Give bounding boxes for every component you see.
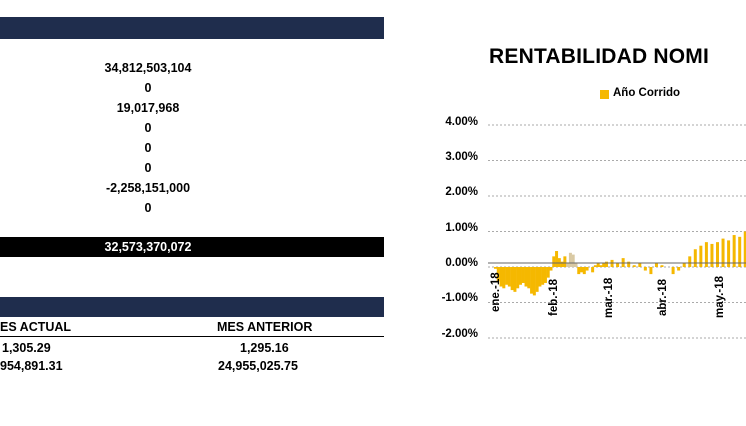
summary-value: 0 bbox=[144, 121, 152, 135]
y-tick-label: 2.00% bbox=[445, 186, 478, 198]
y-tick-label: -2.00% bbox=[441, 328, 478, 340]
x-tick-label: may.-18 bbox=[714, 276, 726, 318]
area-bar bbox=[732, 235, 736, 267]
x-tick-label: mar.-18 bbox=[603, 277, 615, 318]
area-bar bbox=[568, 252, 572, 267]
area-bar bbox=[716, 242, 719, 267]
area-bar bbox=[632, 265, 636, 267]
area-bar bbox=[704, 242, 708, 267]
area-bar bbox=[627, 261, 631, 267]
area-bar bbox=[549, 267, 553, 271]
gridlines bbox=[488, 124, 746, 339]
area-bar bbox=[699, 245, 703, 267]
area-bar bbox=[738, 236, 742, 267]
area-bar bbox=[516, 267, 520, 289]
summary-value: 0 bbox=[144, 81, 152, 95]
area-bar bbox=[688, 256, 692, 267]
header-divider bbox=[0, 336, 384, 337]
area-bar bbox=[574, 263, 578, 267]
area-bar bbox=[532, 267, 536, 296]
area-bar bbox=[513, 267, 517, 292]
legend-swatch bbox=[600, 90, 609, 99]
area-bar bbox=[643, 267, 647, 271]
summary-value: 0 bbox=[144, 141, 152, 155]
area-bar bbox=[494, 267, 497, 269]
area-bar bbox=[660, 265, 664, 267]
area-bar bbox=[682, 263, 686, 267]
y-tick-label: 1.00% bbox=[445, 222, 478, 234]
area-bar bbox=[638, 263, 642, 267]
column-header-current: ES ACTUAL bbox=[0, 320, 72, 334]
area-bar bbox=[582, 267, 586, 275]
total-bar bbox=[0, 237, 384, 257]
unit-table-header-bar bbox=[0, 297, 384, 317]
area-bar bbox=[507, 267, 511, 287]
area-bar bbox=[510, 267, 514, 291]
area-bar bbox=[727, 240, 731, 267]
area-bar bbox=[599, 265, 603, 267]
area-bar bbox=[535, 267, 539, 292]
area-bar bbox=[538, 267, 542, 287]
area-bar bbox=[721, 238, 725, 267]
area-bar bbox=[616, 263, 620, 267]
table-cell: 24,955,025.75 bbox=[218, 359, 298, 373]
area-bar bbox=[593, 265, 597, 267]
total-value: 32,573,370,072 bbox=[104, 240, 192, 254]
chart-plot bbox=[488, 124, 746, 339]
area-bar bbox=[552, 256, 556, 267]
area-bar bbox=[502, 267, 506, 289]
area-bar bbox=[596, 263, 600, 267]
area-bar bbox=[671, 267, 675, 275]
y-tick-label: 0.00% bbox=[445, 257, 478, 269]
area-bar bbox=[649, 267, 653, 275]
area-bar bbox=[693, 249, 697, 267]
summary-value: 0 bbox=[144, 161, 152, 175]
area-bar bbox=[677, 267, 681, 271]
summary-value: 0 bbox=[144, 201, 152, 215]
area-bar bbox=[524, 267, 528, 287]
area-bar bbox=[555, 251, 559, 267]
area-bar bbox=[577, 267, 581, 275]
summary-value: 19,017,968 bbox=[116, 101, 180, 115]
table-cell: 954,891.31 bbox=[0, 359, 63, 373]
area-bar bbox=[710, 243, 714, 267]
area-bar bbox=[580, 267, 584, 273]
summary-value: 34,812,503,104 bbox=[104, 61, 192, 75]
area-bar bbox=[602, 263, 606, 267]
summary-value: -2,258,151,000 bbox=[105, 181, 191, 195]
chart-title: RENTABILIDAD NOMI bbox=[489, 45, 709, 68]
legend-label: Año Corrido bbox=[613, 87, 681, 99]
area-bar bbox=[560, 261, 564, 267]
table-cell: 1,295.16 bbox=[240, 341, 289, 355]
area-bar bbox=[563, 256, 567, 267]
area-bar bbox=[585, 267, 589, 271]
y-tick-label: 4.00% bbox=[445, 116, 478, 128]
area-bar bbox=[571, 254, 575, 267]
area-bar bbox=[521, 267, 525, 283]
x-tick-label: abr.-18 bbox=[657, 278, 669, 316]
x-tick-label: ene.-18 bbox=[490, 272, 502, 312]
table-cell: 1,305.29 bbox=[2, 341, 51, 355]
area-bar bbox=[543, 267, 547, 283]
top-header-bar bbox=[0, 17, 384, 39]
x-tick-label: feb.-18 bbox=[548, 278, 560, 316]
area-bar bbox=[566, 263, 570, 267]
area-bar bbox=[499, 267, 503, 287]
area-bar bbox=[530, 267, 534, 294]
area-bar bbox=[496, 267, 500, 282]
area-bar bbox=[591, 267, 595, 273]
column-header-previous: MES ANTERIOR bbox=[217, 320, 313, 334]
area-bar bbox=[518, 267, 522, 285]
area-bar bbox=[527, 267, 531, 289]
area-bar bbox=[654, 263, 658, 267]
y-tick-label: 3.00% bbox=[445, 151, 478, 163]
area-bar bbox=[743, 231, 746, 267]
area-bar bbox=[541, 267, 545, 285]
area-bar bbox=[605, 261, 608, 267]
y-tick-label: -1.00% bbox=[441, 292, 478, 304]
area-bar bbox=[546, 267, 550, 278]
area-bar bbox=[505, 267, 509, 285]
